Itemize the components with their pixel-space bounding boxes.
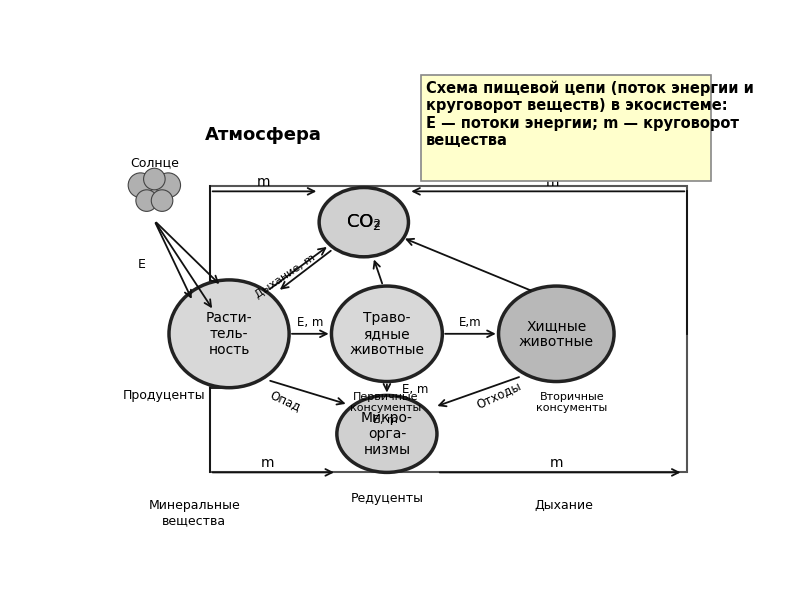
Text: Расти-
тель-
ность: Расти- тель- ность xyxy=(206,311,252,357)
Text: CO$_2$: CO$_2$ xyxy=(346,212,382,232)
Circle shape xyxy=(151,190,173,211)
Text: E: E xyxy=(138,258,146,271)
Circle shape xyxy=(128,173,153,197)
Text: m: m xyxy=(261,456,274,470)
Text: Дыхание: Дыхание xyxy=(534,499,594,512)
Text: CO₂: CO₂ xyxy=(347,213,381,231)
Ellipse shape xyxy=(337,395,437,472)
Circle shape xyxy=(143,168,165,190)
Text: E, m: E, m xyxy=(402,383,429,396)
Circle shape xyxy=(138,175,171,208)
Text: m: m xyxy=(550,456,563,470)
Text: Минеральные
вещества: Минеральные вещества xyxy=(149,499,240,527)
Ellipse shape xyxy=(498,286,614,382)
Text: Хищные
животные: Хищные животные xyxy=(518,319,594,349)
Text: Редуценты: Редуценты xyxy=(350,491,423,505)
FancyBboxPatch shape xyxy=(421,75,711,181)
Text: Вторичные
консументы: Вторичные консументы xyxy=(536,392,607,413)
Text: m: m xyxy=(257,175,270,189)
Text: E,m: E,m xyxy=(458,316,482,329)
Text: Продуценты: Продуценты xyxy=(122,389,205,402)
Text: Дыхание, m: Дыхание, m xyxy=(254,252,317,300)
Text: Схема пищевой цепи (поток энергии и
круговорот веществ) в экосистеме:
Е — потоки: Схема пищевой цепи (поток энергии и круг… xyxy=(426,80,754,148)
Text: Микро-
орга-
низмы: Микро- орга- низмы xyxy=(361,410,413,457)
Circle shape xyxy=(156,173,181,197)
Bar xyxy=(210,186,687,472)
Ellipse shape xyxy=(169,280,289,388)
Text: Солнце: Солнце xyxy=(130,157,178,169)
Text: Траво-
ядные
животные: Траво- ядные животные xyxy=(350,311,425,357)
Text: Атмосфера: Атмосфера xyxy=(206,126,322,144)
Text: Первичные
консументы
E, m: Первичные консументы E, m xyxy=(350,392,421,425)
Text: Опад: Опад xyxy=(268,388,302,413)
Ellipse shape xyxy=(319,187,409,257)
Text: E, m: E, m xyxy=(297,316,323,329)
Text: m: m xyxy=(546,175,559,189)
Circle shape xyxy=(136,190,158,211)
Text: Отходы: Отходы xyxy=(474,379,523,412)
Ellipse shape xyxy=(331,286,442,382)
